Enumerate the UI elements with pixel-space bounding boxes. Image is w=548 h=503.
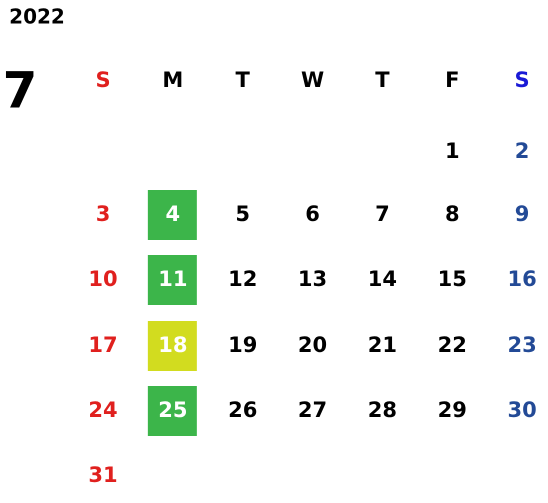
day: 7 — [375, 202, 390, 226]
day: 14 — [368, 267, 397, 291]
day: 15 — [438, 267, 467, 291]
weekday-label: S — [515, 68, 530, 92]
day: 23 — [507, 333, 536, 357]
day: 31 — [88, 463, 117, 487]
day-highlight — [147, 386, 197, 436]
day: 28 — [368, 398, 397, 422]
weekday-label: T — [375, 68, 390, 92]
day: 30 — [507, 398, 536, 422]
day: 2 — [515, 139, 530, 163]
day: 21 — [368, 333, 397, 357]
day: 1 — [445, 139, 460, 163]
weekday-label: W — [301, 68, 324, 92]
day: 11 — [158, 267, 187, 291]
weekday-label: M — [162, 68, 183, 92]
day: 5 — [235, 202, 250, 226]
day: 25 — [158, 398, 187, 422]
year: 2022 — [9, 5, 65, 29]
day: 9 — [515, 202, 530, 226]
day: 27 — [298, 398, 327, 422]
day: 20 — [298, 333, 327, 357]
weekday-label: S — [95, 68, 110, 92]
day: 19 — [228, 333, 257, 357]
day: 24 — [88, 398, 117, 422]
day-highlight — [147, 190, 197, 240]
weekday-label: T — [236, 68, 251, 92]
day: 8 — [445, 202, 460, 226]
day-highlight — [147, 321, 197, 371]
day: 26 — [228, 398, 257, 422]
day: 3 — [96, 202, 111, 226]
weekday-label: F — [445, 68, 459, 92]
day: 13 — [298, 267, 327, 291]
day: 10 — [88, 267, 117, 291]
month: 7 — [3, 62, 38, 120]
day: 17 — [88, 333, 117, 357]
day: 22 — [438, 333, 467, 357]
day: 12 — [228, 267, 257, 291]
day-highlight — [147, 255, 197, 305]
day: 29 — [438, 398, 467, 422]
day: 4 — [166, 202, 181, 226]
day: 16 — [507, 267, 536, 291]
day: 6 — [305, 202, 320, 226]
day: 18 — [158, 333, 187, 357]
